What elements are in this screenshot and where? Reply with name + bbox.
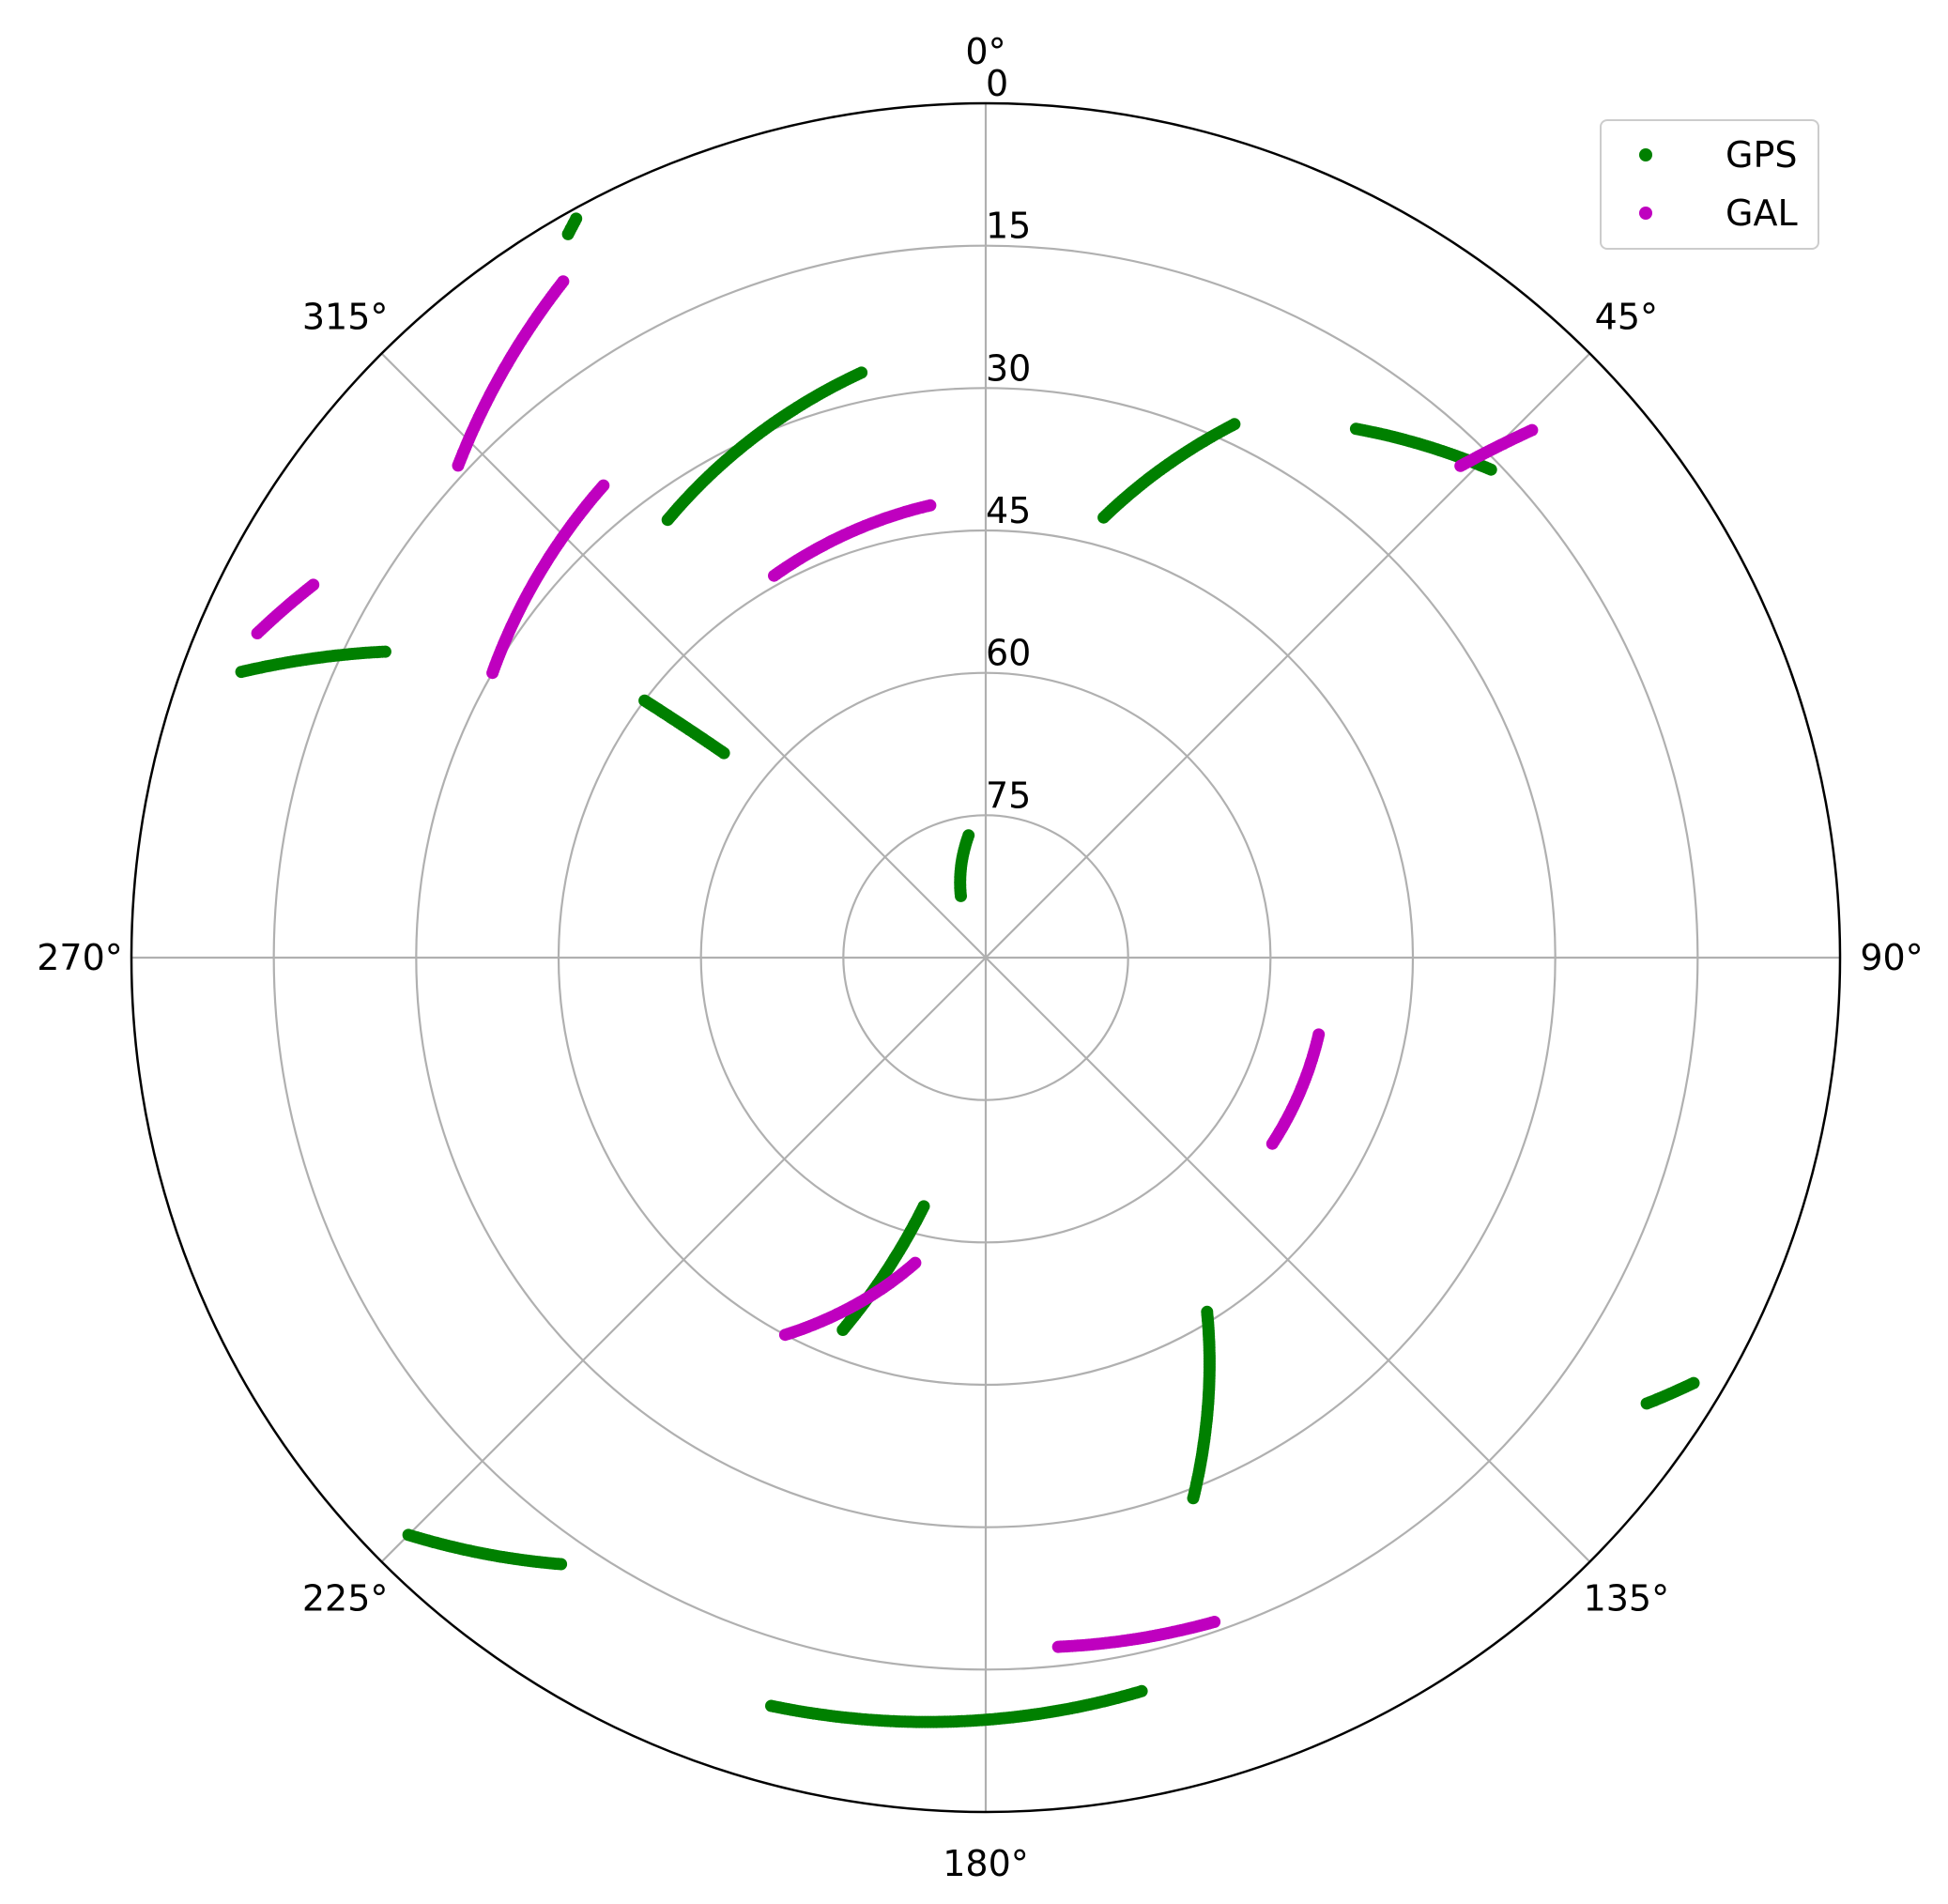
legend-label-gal: GAL: [1726, 192, 1798, 234]
gal-point: [1526, 423, 1539, 437]
gps-point: [1187, 1492, 1200, 1505]
gal-point: [557, 275, 570, 288]
gps-point: [1228, 418, 1241, 431]
series-gps: [235, 212, 1700, 1728]
gal-point: [307, 578, 320, 591]
theta-tick-label: 315°: [302, 297, 389, 338]
gps-point: [955, 889, 967, 902]
gal-point: [924, 499, 937, 512]
grid-spoke-315: [380, 352, 987, 959]
gps-point: [836, 1324, 850, 1336]
legend-label-gps: GPS: [1726, 134, 1797, 176]
data-points: [235, 212, 1700, 1728]
gal-point: [486, 667, 499, 680]
theta-tick-label: 45°: [1595, 297, 1658, 338]
legend-box: [1600, 119, 1819, 250]
outer-boundary: [130, 101, 1842, 1814]
theta-tick-label: 270°: [37, 937, 123, 978]
gps-point: [1484, 463, 1497, 476]
r-tick-label: 60: [986, 633, 1031, 674]
theta-tick-label: 225°: [302, 1577, 389, 1619]
legend-marker-gal: [1639, 207, 1652, 220]
gps-point: [765, 1699, 777, 1712]
r-tick-label: 0: [986, 63, 1008, 104]
gps-point: [717, 746, 730, 760]
gps-point: [402, 1528, 415, 1542]
legend-marker-gps: [1639, 148, 1652, 161]
theta-tick-label: 180°: [943, 1843, 1029, 1884]
theta-tick-label: 135°: [1584, 1577, 1670, 1619]
radial-tick-labels: 0 15 30 45 60 75: [986, 63, 1031, 816]
r-tick-label: 15: [986, 206, 1031, 247]
r-tick-label: 45: [986, 490, 1031, 531]
grid-spoke-225: [380, 957, 987, 1563]
theta-tick-label: 0°: [965, 31, 1005, 72]
gps-point: [1640, 1397, 1653, 1410]
theta-tick-label: 90°: [1860, 937, 1923, 978]
gps-point: [855, 366, 868, 379]
r-tick-label: 30: [986, 347, 1031, 389]
grid: [131, 103, 1840, 1812]
series-gal: [251, 275, 1539, 1653]
gal-point: [1312, 1028, 1326, 1041]
grid-spoke-135: [985, 957, 1591, 1563]
gps-point: [561, 227, 575, 240]
gal-point: [778, 1328, 791, 1342]
gps-point: [235, 666, 248, 679]
r-tick-label: 75: [986, 775, 1031, 816]
gal-point: [1051, 1640, 1065, 1653]
angular-tick-labels: 0° 45° 90° 135° 180° 225° 270° 315°: [37, 31, 1923, 1884]
legend: GPS GAL: [1600, 119, 1819, 250]
